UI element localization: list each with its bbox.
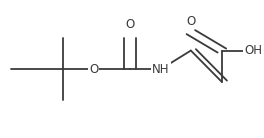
Text: OH: OH [244, 44, 262, 57]
Text: O: O [125, 18, 135, 31]
Text: O: O [186, 15, 195, 28]
Text: NH: NH [152, 63, 170, 75]
Text: O: O [89, 63, 98, 75]
